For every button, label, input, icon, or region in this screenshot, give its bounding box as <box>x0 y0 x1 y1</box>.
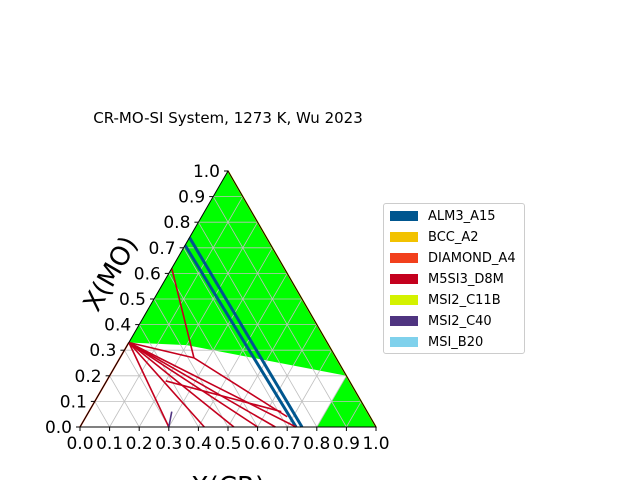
legend-item: MSI2_C40 <box>390 313 492 329</box>
legend-swatch <box>390 232 418 242</box>
y-tick-label: 0.6 <box>134 264 161 284</box>
tick-labels: 0.0 0.1 0.2 0.3 0.4 0.5 0.6 0.7 0.8 0.9 1.00.00.10… <box>45 162 390 454</box>
phase-boundary-m5si3_d8m <box>128 341 205 428</box>
legend-swatch <box>390 337 418 347</box>
phase-boundary-alm3_a15 <box>183 244 298 428</box>
y-tick-label: 0.2 <box>75 367 102 387</box>
phase-boundary-m5si3_d8m <box>128 341 297 428</box>
y-tick-label: 0.1 <box>60 392 87 412</box>
y-tick-label: 0.3 <box>89 341 116 361</box>
grid-line-z <box>124 349 170 428</box>
x-tick-label: 0.2 <box>126 434 153 454</box>
x-tick-label: 0.1 <box>96 434 123 454</box>
legend-label: MSI2_C40 <box>428 313 492 329</box>
y-tick-label: 0.8 <box>163 213 190 233</box>
grid-line-x <box>168 247 273 428</box>
grid-line-z <box>198 221 318 428</box>
x-tick-label: 0.7 <box>274 434 301 454</box>
phase-boundary-m5si3_d8m <box>128 341 259 428</box>
y-tick-label: 0.5 <box>119 290 146 310</box>
legend: ALM3_A15 BCC_A2 DIAMOND_A4 M5SI3_D8M MSI2_C1… <box>383 203 525 354</box>
grid-line-z <box>153 298 229 428</box>
legend-label: DIAMOND_A4 <box>428 250 516 266</box>
phase-boundary-m5si3_d8m <box>165 380 282 413</box>
legend-swatch <box>390 274 418 284</box>
two-phase-region-2 <box>80 342 169 427</box>
legend-label: MSI2_C11B <box>428 292 501 308</box>
phase-boundary-m5si3_d8m <box>128 341 288 418</box>
phase-boundary-alm3_a15 <box>188 236 304 428</box>
legend-item: DIAMOND_A4 <box>390 250 516 266</box>
y-tick-label: 0.0 <box>45 418 72 438</box>
x-axis-label: X(CR) <box>191 472 265 480</box>
x-tick-label: 0.6 <box>244 434 271 454</box>
x-tick-label: 0.5 <box>214 434 241 454</box>
legend-swatch <box>390 295 418 305</box>
legend-item: ALM3_A15 <box>390 208 496 224</box>
y-tick-label: 0.7 <box>149 239 176 259</box>
legend-item: MSI2_C11B <box>390 292 501 308</box>
phase-boundary-m5si3_d8m <box>170 268 195 359</box>
legend-label: M5SI3_D8M <box>428 271 504 287</box>
grid-line-z <box>183 247 288 428</box>
y-tick-label: 0.9 <box>178 188 205 208</box>
y-tick-label: 0.4 <box>104 316 131 336</box>
grid-line-x <box>346 401 362 428</box>
x-tick-label: 0.8 <box>303 434 330 454</box>
legend-swatch <box>390 211 418 221</box>
legend-swatch <box>390 253 418 263</box>
legend-label: ALM3_A15 <box>428 208 496 224</box>
legend-label: MSI_B20 <box>428 334 484 350</box>
x-tick-label: 0.4 <box>185 434 212 454</box>
legend-swatch <box>390 316 418 326</box>
legend-item: BCC_A2 <box>390 229 479 245</box>
phase-boundary-m5si3_d8m <box>128 341 276 428</box>
grid-line-z <box>109 375 140 428</box>
grid-line-z <box>212 196 347 428</box>
legend-item: M5SI3_D8M <box>390 271 504 287</box>
phase-boundary-msi2_c40 <box>168 411 173 428</box>
legend-label: BCC_A2 <box>428 229 479 245</box>
grid-line-x <box>109 196 244 428</box>
grid-line-z <box>94 401 110 428</box>
legend-item: MSI_B20 <box>390 334 484 350</box>
x-tick-label: 1.0 <box>362 434 389 454</box>
y-tick-label: 1.0 <box>193 162 220 182</box>
x-tick-label: 0.3 <box>155 434 182 454</box>
x-tick-label: 0.0 <box>66 434 93 454</box>
chart-title: CR-MO-SI System, 1273 K, Wu 2023 <box>93 109 363 127</box>
phase-boundary-m5si3_d8m <box>128 342 170 428</box>
x-tick-label: 0.9 <box>333 434 360 454</box>
